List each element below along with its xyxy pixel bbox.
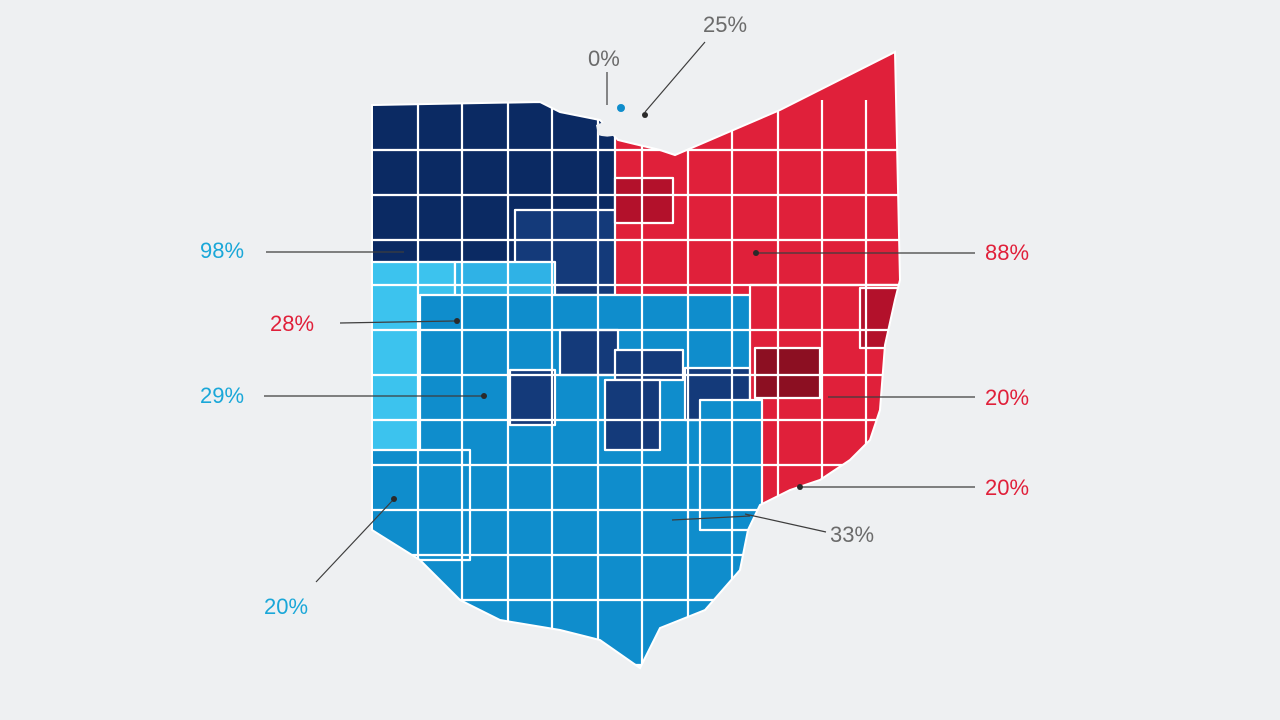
callout-right-1: 88% [985,240,1029,265]
region-northeast [613,52,900,302]
callout-right-3: 20% [985,475,1029,500]
leader-left-2 [339,320,456,324]
dot-top-right [642,112,648,118]
callout-right-2: 20% [985,385,1029,410]
dot-bottom-left [391,496,397,502]
callout-left-1: 98% [200,238,244,263]
leader-bottom-right-b [671,515,751,521]
lake-island [617,104,625,112]
callout-bottom-right: 33% [830,522,874,547]
lake-erie-inlet [596,122,625,137]
callout-left-2: 28% [270,311,314,336]
callout-bottom-left: 20% [264,594,308,619]
dot-left-2 [454,318,460,324]
region-central-navy-3 [508,368,557,427]
leader-bottom-left [315,499,394,583]
county-regions [372,52,900,667]
county-borders [372,100,900,668]
region-central-navy-1 [558,328,620,377]
leader-top-right [644,41,706,113]
region-southwest [372,448,472,562]
region-east-maroon [753,346,822,400]
callout-top-right: 25% [703,12,747,37]
dot-left-3 [481,393,487,399]
callout-left-3: 29% [200,383,244,408]
dot-right-3 [797,484,803,490]
region-north-red-dark [613,176,675,225]
dot-right-1 [753,250,759,256]
region-central-navy-4 [603,378,662,452]
callout-top: 0% [588,46,620,71]
state-outline [371,50,902,670]
leader-bottom-right [744,513,827,533]
